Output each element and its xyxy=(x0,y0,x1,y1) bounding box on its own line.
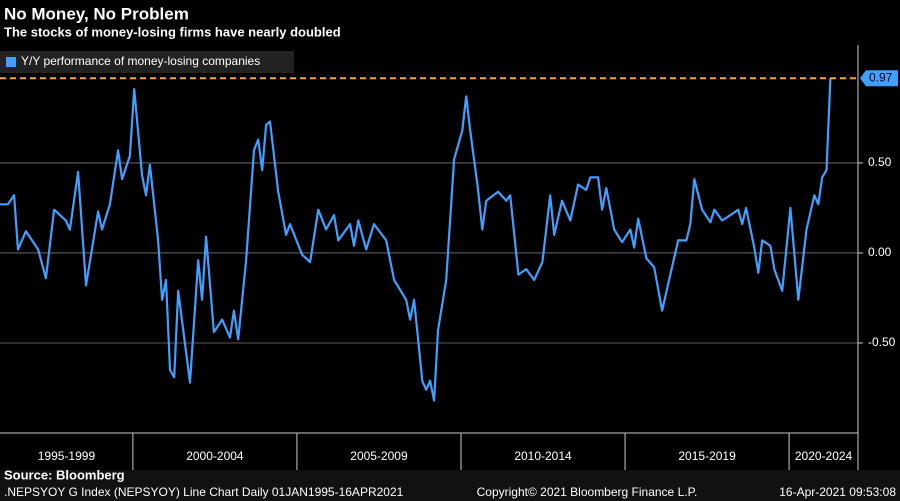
footer-right: 16-Apr-2021 09:53:08 xyxy=(779,485,896,499)
footer-band xyxy=(0,470,900,501)
x-period-label: 2020-2024 xyxy=(795,449,853,463)
last-value-tag xyxy=(860,70,898,87)
legend-label: Y/Y performance of money-losing companie… xyxy=(21,54,260,68)
footer-left: .NEPSYOY G Index (NEPSYOY) Line Chart Da… xyxy=(4,485,404,499)
legend-box xyxy=(0,51,294,73)
legend-swatch xyxy=(6,57,16,67)
x-period-label: 2010-2014 xyxy=(514,449,572,463)
last-value-label: 0.97 xyxy=(869,70,893,84)
source: Source: Bloomberg xyxy=(4,467,125,482)
y-tick-label: -0.50 xyxy=(868,335,896,349)
y-tick-label: 0.50 xyxy=(868,155,892,169)
x-period-label: 2005-2009 xyxy=(350,449,408,463)
footer-center: Copyright© 2021 Bloomberg Finance L.P. xyxy=(477,485,698,499)
y-tick-label: 0.00 xyxy=(868,245,892,259)
x-period-label: 2015-2019 xyxy=(678,449,736,463)
line-series xyxy=(0,78,832,402)
chart-title: No Money, No Problem xyxy=(4,4,189,23)
x-period-label: 1995-1999 xyxy=(38,449,96,463)
x-period-label: 2000-2004 xyxy=(186,449,244,463)
chart-subtitle: The stocks of money-losing firms have ne… xyxy=(4,24,341,39)
